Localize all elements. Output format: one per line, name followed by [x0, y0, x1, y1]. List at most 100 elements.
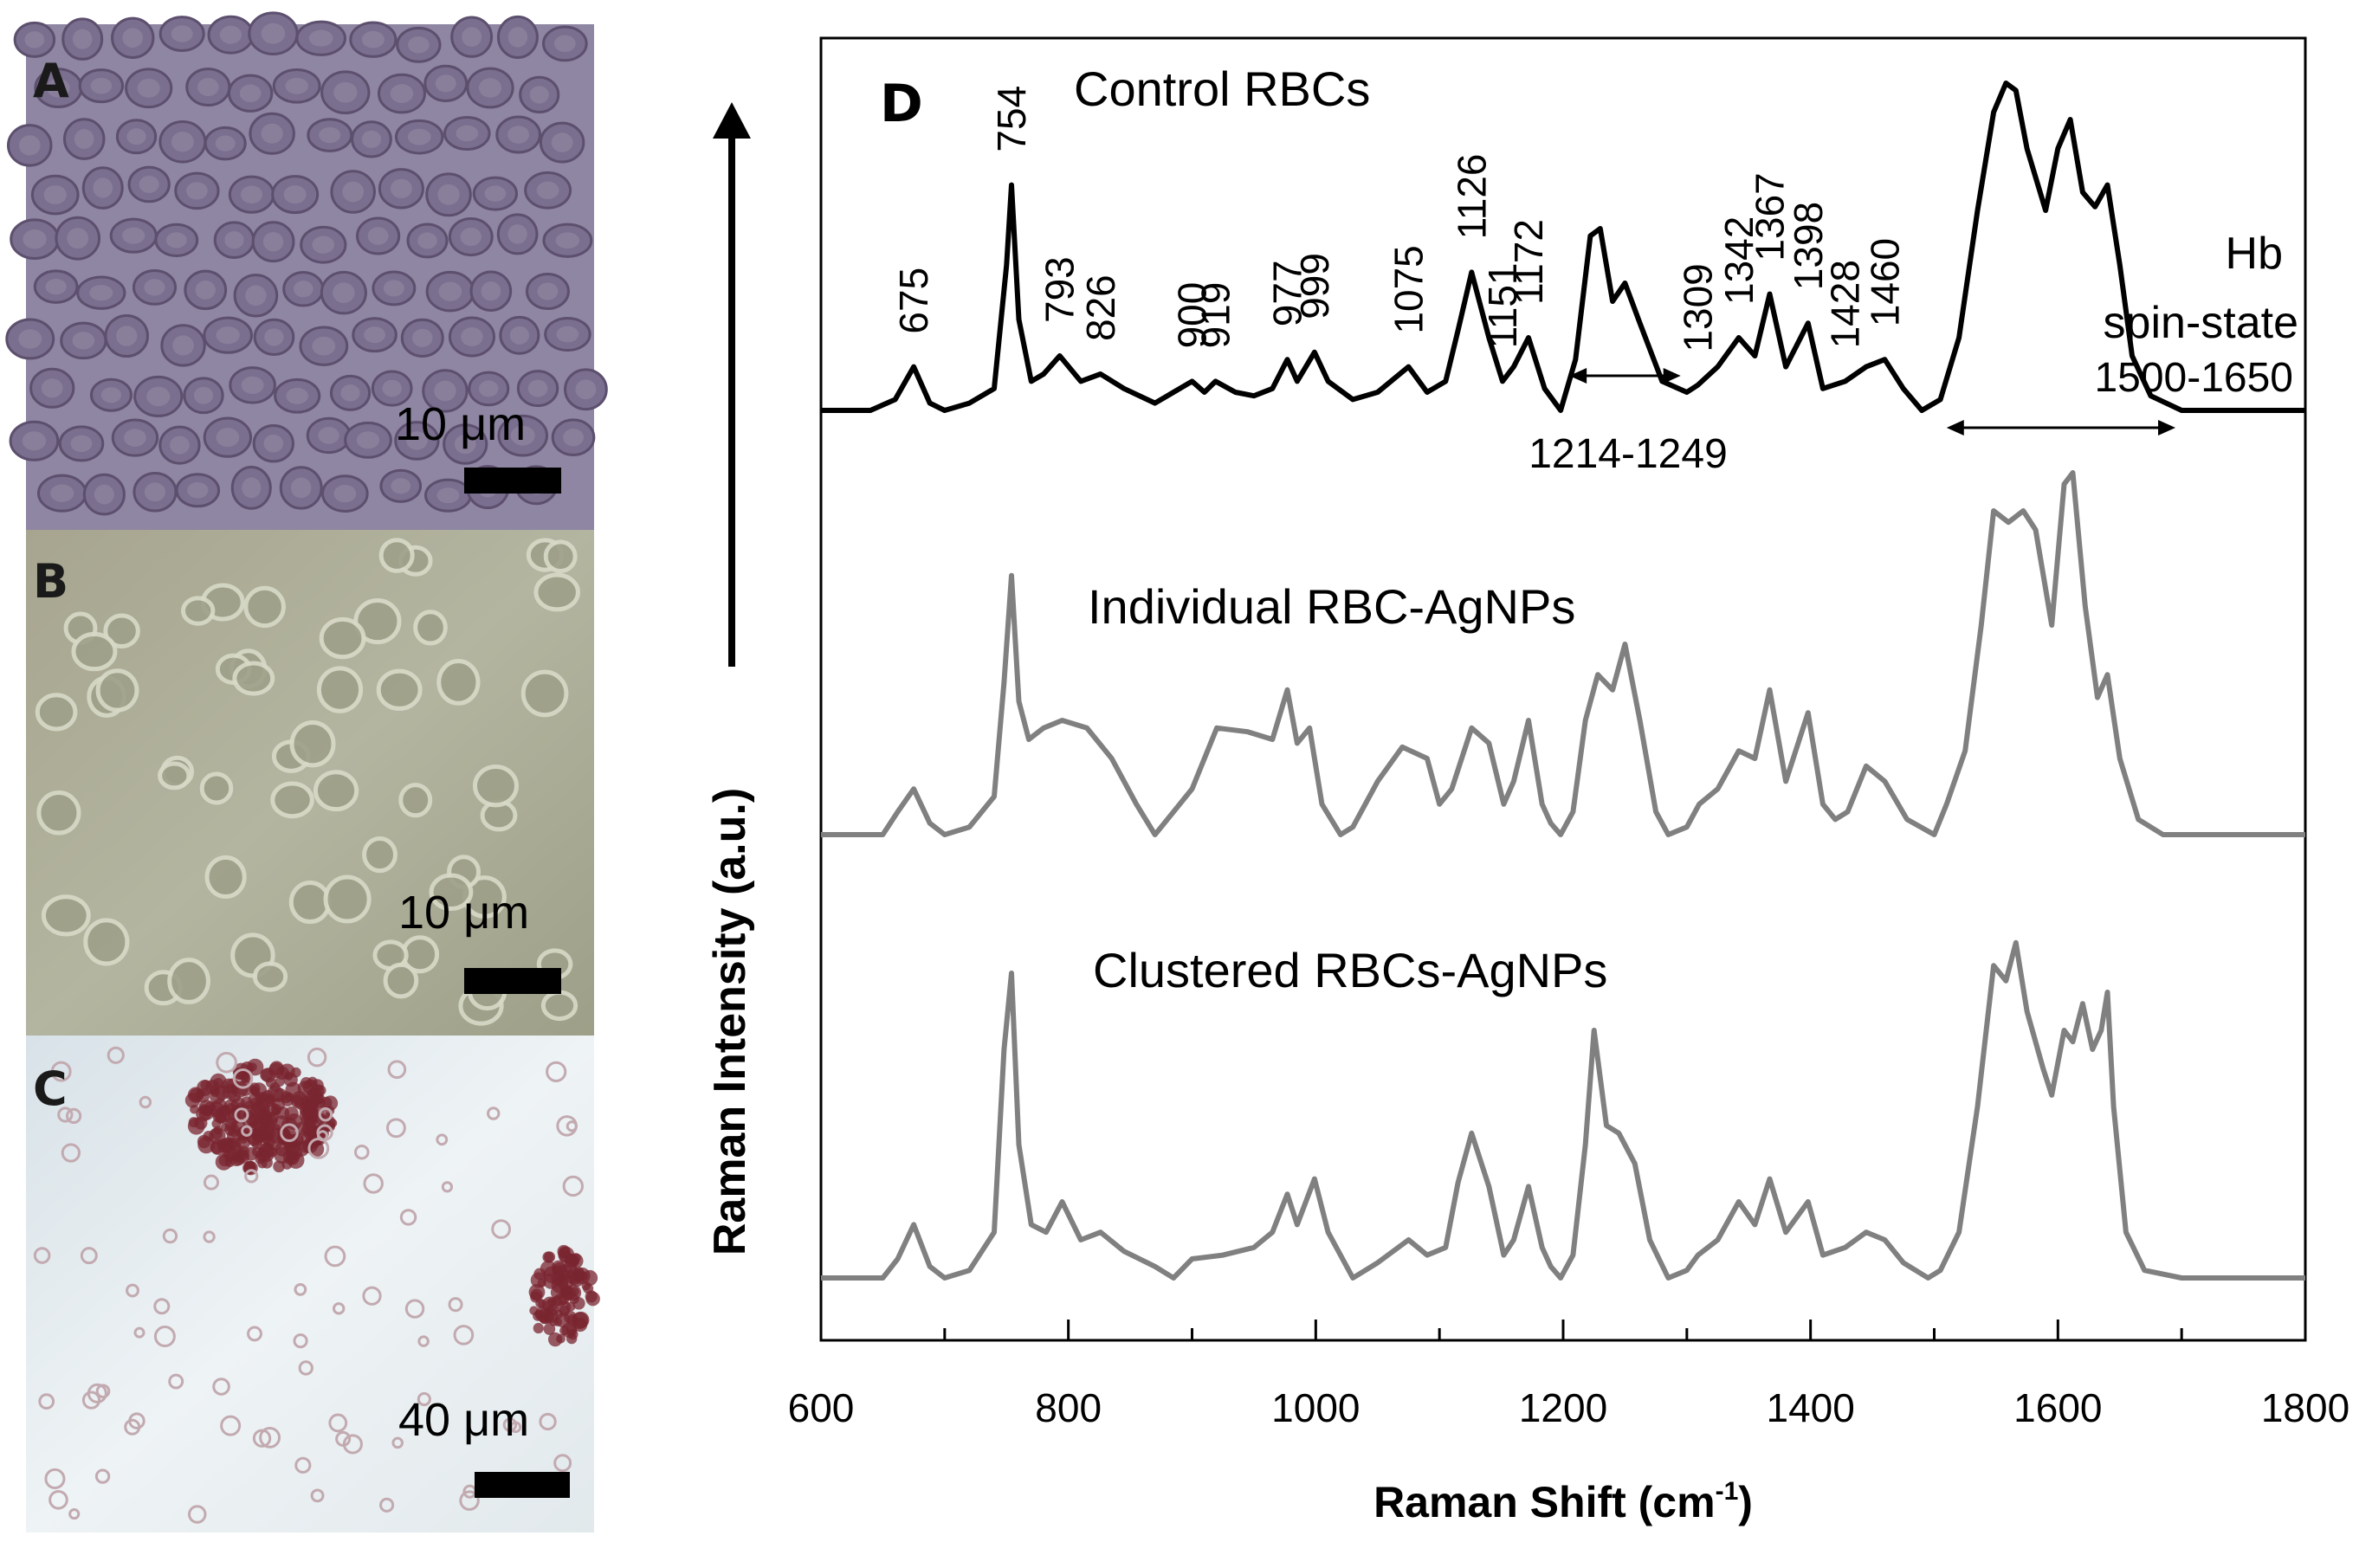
red-blood-cell: [520, 669, 569, 718]
red-blood-cell: [158, 425, 201, 465]
cell-cluster-dot: [261, 1089, 275, 1104]
red-blood-cell: [429, 873, 474, 912]
cell-cluster-dot: [211, 1098, 228, 1114]
red-blood-cell: [271, 175, 320, 215]
cell-cluster-dot: [581, 1281, 591, 1291]
red-blood-cell: [319, 616, 366, 660]
panel-c-scale-bar: [475, 1472, 570, 1498]
cell-cluster-dot: [268, 1062, 285, 1079]
cell-cluster-dot: [558, 1276, 569, 1287]
red-blood-cell: [41, 894, 91, 937]
peak-label: 977: [1265, 260, 1310, 326]
red-blood-cell: [379, 468, 423, 503]
cell-cluster-dot: [267, 1146, 278, 1158]
red-blood-cell: [55, 216, 101, 261]
cell-center: [318, 427, 339, 444]
red-blood-cell: [232, 661, 275, 696]
red-blood-cell: [376, 668, 423, 711]
cell-center: [170, 436, 190, 455]
panel-a-label: A: [33, 54, 69, 108]
range-1214-1249-arrow-head-right: [1663, 368, 1681, 384]
cell-cluster-dot: [553, 1317, 562, 1326]
red-blood-cell: [81, 166, 124, 210]
cell-center: [434, 380, 456, 402]
cell-center: [436, 487, 460, 504]
cell-cluster-dot: [530, 1288, 543, 1301]
red-blood-cell: [230, 465, 272, 510]
single-cell: [94, 1468, 111, 1484]
single-cell: [212, 1378, 230, 1396]
x-tick-label: 1600: [2013, 1385, 2102, 1430]
cell-center: [72, 332, 95, 350]
red-blood-cell: [469, 270, 513, 312]
single-cell: [441, 1181, 454, 1193]
x-tick-label: 800: [1035, 1385, 1102, 1430]
cell-center: [116, 326, 138, 346]
cell-center: [45, 279, 67, 295]
red-blood-cell: [71, 631, 118, 672]
y-axis-arrow-head: [713, 102, 751, 139]
cell-cluster-dot: [190, 1104, 199, 1114]
cell-center: [264, 328, 284, 346]
single-cell: [126, 1283, 139, 1298]
single-cell: [66, 1107, 82, 1125]
single-cell: [293, 1333, 308, 1349]
red-blood-cell: [372, 270, 417, 307]
red-blood-cell: [252, 961, 288, 992]
cell-cluster-dot: [327, 1119, 338, 1128]
cell-cluster-dot: [252, 1146, 263, 1158]
single-cell: [448, 1297, 463, 1313]
cell-center: [382, 379, 402, 397]
peak-label: 1151: [1480, 262, 1525, 348]
red-blood-cell: [516, 370, 559, 408]
single-cell: [188, 1505, 207, 1524]
cell-center: [361, 130, 382, 148]
cell-cluster-dot: [550, 1285, 566, 1300]
panel-a-cells: [5, 11, 608, 516]
single-cell: [417, 1335, 430, 1347]
cell-center: [333, 81, 358, 103]
single-cell: [50, 1061, 72, 1082]
cell-center: [261, 123, 283, 144]
single-cell: [379, 1497, 395, 1513]
peak-label: 793: [1037, 256, 1083, 323]
cell-cluster-dot: [184, 1093, 201, 1108]
red-blood-cell: [497, 414, 549, 457]
cell-cluster-dot: [307, 1076, 318, 1087]
peak-label: 1126: [1449, 153, 1494, 239]
red-blood-cell: [183, 377, 224, 415]
single-cell: [385, 1118, 406, 1139]
red-blood-cell: [288, 881, 332, 925]
red-blood-cell: [89, 377, 132, 412]
cell-cluster-dot: [268, 1127, 284, 1144]
cell-center: [89, 285, 113, 301]
single-cell: [310, 1488, 325, 1503]
cell-center: [144, 482, 166, 502]
cell-cluster-dot: [556, 1333, 566, 1344]
red-blood-cell: [406, 223, 449, 259]
single-cell: [328, 1413, 348, 1433]
micrograph-panel-c: C 40 μm: [26, 1036, 600, 1533]
single-cell: [502, 1417, 518, 1432]
red-blood-cell: [496, 15, 539, 59]
cell-cluster-dot: [569, 1294, 579, 1305]
red-blood-cell: [394, 421, 440, 461]
red-blood-cell: [539, 121, 585, 164]
red-blood-cell: [436, 659, 481, 706]
cell-center: [18, 135, 41, 156]
cell-center: [70, 435, 93, 453]
red-blood-cell: [499, 315, 540, 355]
red-blood-cell: [544, 316, 591, 352]
cell-center: [286, 387, 308, 404]
red-blood-cell: [35, 693, 78, 732]
cell-cluster-dot: [553, 1309, 564, 1320]
single-cell: [294, 1456, 312, 1474]
red-blood-cell: [227, 74, 274, 113]
cell-center: [193, 386, 214, 404]
cell-center: [555, 232, 580, 249]
cell-cluster-dot: [541, 1296, 559, 1313]
cell-center: [24, 31, 45, 48]
panel-c-scale-label: 40 μm: [398, 1394, 529, 1446]
panel-b-scale-label: 10 μm: [398, 887, 529, 939]
single-cell: [324, 1245, 346, 1268]
